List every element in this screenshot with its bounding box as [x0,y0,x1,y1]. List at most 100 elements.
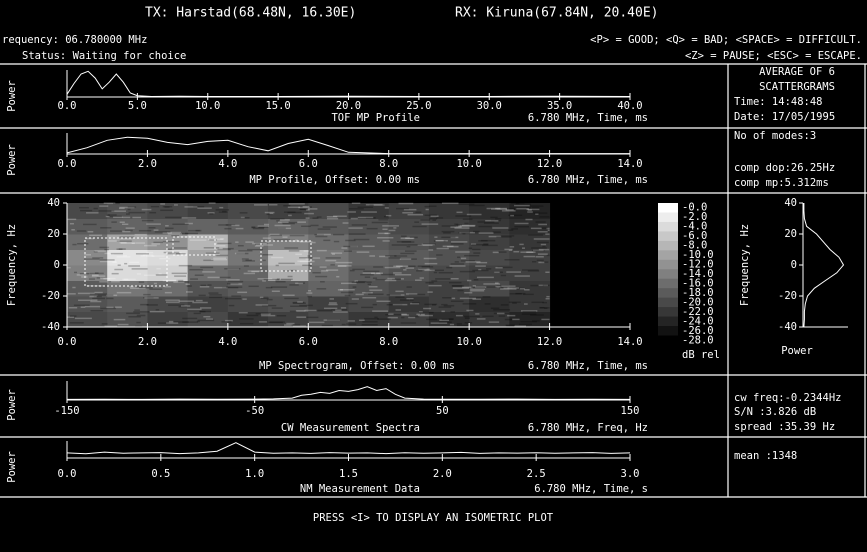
colorbar-title: dB rel [682,349,720,361]
x-tick-label: 8.0 [379,336,398,348]
spectrogram-cell [509,265,550,281]
spectrogram-cell [228,281,269,297]
y-tick-label: 0 [54,259,60,271]
x-tick-label: 40.0 [617,100,642,112]
x-tick-label: 2.0 [433,468,452,480]
y-axis-label: Frequency, Hz [6,224,18,306]
x-tick-label: 35.0 [547,100,572,112]
footer-hint: PRESS <I> TO DISPLAY AN ISOMETRIC PLOT [313,512,554,524]
side-info: AVERAGE OF 6 [759,66,835,78]
colorbar-swatch [658,298,678,308]
frequency: requency: 06.780000 MHz [2,34,147,46]
y-axis-label: Frequency, Hz [739,224,751,306]
y-axis-label: Power [6,389,18,421]
colorbar-swatch [658,288,678,298]
x-tick-label: 4.0 [218,336,237,348]
x-axis-note: 6.780 MHz, Time, ms [528,174,648,186]
colorbar-swatch [658,269,678,279]
x-tick-label: 12.0 [537,336,562,348]
colorbar-swatch [658,279,678,289]
y-tick-label: 40 [47,197,60,209]
x-tick-label: 0.0 [58,158,77,170]
y-tick-label: 40 [784,197,797,209]
y-tick-label: -40 [778,321,797,333]
x-tick-label: 2.5 [527,468,546,480]
x-tick-label: 10.0 [195,100,220,112]
colorbar-swatch [658,203,678,213]
side-info: SCATTERGRAMS [759,81,835,93]
x-tick-label: 0.0 [58,100,77,112]
key-help: <P> = GOOD; <Q> = BAD; <SPACE> = DIFFICU… [590,34,862,46]
colorbar-swatch [658,317,678,327]
x-axis-label: MP Profile, Offset: 0.00 ms [249,174,420,186]
spectrogram-cell [188,281,229,297]
x-axis-label: MP Spectrogram, Offset: 0.00 ms [259,360,455,372]
x-tick-label: 4.0 [218,158,237,170]
x-axis-note: 6.780 MHz, Time, ms [528,112,648,124]
y-axis-label: Power [6,80,18,112]
side-info: S/N :3.826 dB [734,406,816,418]
x-tick-label: 150 [621,405,640,417]
x-tick-label: -50 [245,405,264,417]
spectrogram-cell [228,250,269,266]
side-info: cw freq:-0.2344Hz [734,392,841,404]
x-tick-label: 0.0 [58,336,77,348]
spectrogram-cell [509,296,550,312]
side-info: comp mp:5.312ms [734,177,829,189]
spectrogram-cell [389,203,430,219]
colorbar-swatch [658,260,678,270]
x-tick-label: 0.5 [151,468,170,480]
x-tick-label: 8.0 [379,158,398,170]
y-axis-label: Power [6,144,18,176]
x-axis-label: CW Measurement Spectra [281,422,420,434]
spectrogram-cell [67,312,108,328]
x-tick-label: 14.0 [617,158,642,170]
y-tick-label: -20 [778,290,797,302]
x-axis-label: Power [781,345,813,357]
key-help: <Z> = PAUSE; <ESC> = ESCAPE. [685,50,862,62]
y-tick-label: 20 [47,228,60,240]
y-tick-label: -20 [41,290,60,302]
x-tick-label: 14.0 [617,336,642,348]
spectrogram [67,203,550,328]
y-tick-label: 0 [791,259,797,271]
colorbar-swatch [658,336,678,346]
x-tick-label: 50 [436,405,449,417]
x-tick-label: 25.0 [406,100,431,112]
x-tick-label: 20.0 [336,100,361,112]
x-tick-label: 30.0 [477,100,502,112]
x-tick-label: 1.0 [245,468,264,480]
x-tick-label: 10.0 [456,158,481,170]
side-info: Date: 17/05/1995 [734,111,835,123]
x-tick-label: 2.0 [138,336,157,348]
tx-label: TX: Harstad(68.48N, 16.30E) [145,6,356,21]
side-info: spread :35.39 Hz [734,421,835,433]
x-tick-label: 1.5 [339,468,358,480]
x-tick-label: 0.0 [58,468,77,480]
colorbar-swatch [658,250,678,260]
x-tick-label: 10.0 [456,336,481,348]
page: { "header": { "tx": "TX: Harstad(68.48N,… [0,0,867,548]
x-axis-label: NM Measurement Data [300,483,420,495]
side-info: mean :1348 [734,450,797,462]
x-axis-note: 6.780 MHz, Time, s [534,483,648,495]
y-tick-label: 20 [784,228,797,240]
x-axis-note: 6.780 MHz, Freq, Hz [528,422,648,434]
x-tick-label: -150 [54,405,79,417]
status: Status: Waiting for choice [22,50,186,62]
y-axis-label: Power [6,451,18,483]
spectrogram-cell [188,219,229,235]
rx-label: RX: Kiruna(67.84N, 20.40E) [455,6,659,21]
colorbar-swatch [658,326,678,336]
side-info: No of modes:3 [734,130,816,142]
side-info: comp dop:26.25Hz [734,162,835,174]
colorbar-swatch [658,241,678,251]
screen: TX: Harstad(68.48N, 16.30E) RX: Kiruna(6… [0,0,867,548]
x-tick-label: 6.0 [299,336,318,348]
colorbar-swatch [658,231,678,241]
x-tick-label: 12.0 [537,158,562,170]
x-axis-note: 6.780 MHz, Time, ms [528,360,648,372]
spectrogram-cell [67,219,108,235]
x-tick-label: 3.0 [621,468,640,480]
y-tick-label: -40 [41,321,60,333]
